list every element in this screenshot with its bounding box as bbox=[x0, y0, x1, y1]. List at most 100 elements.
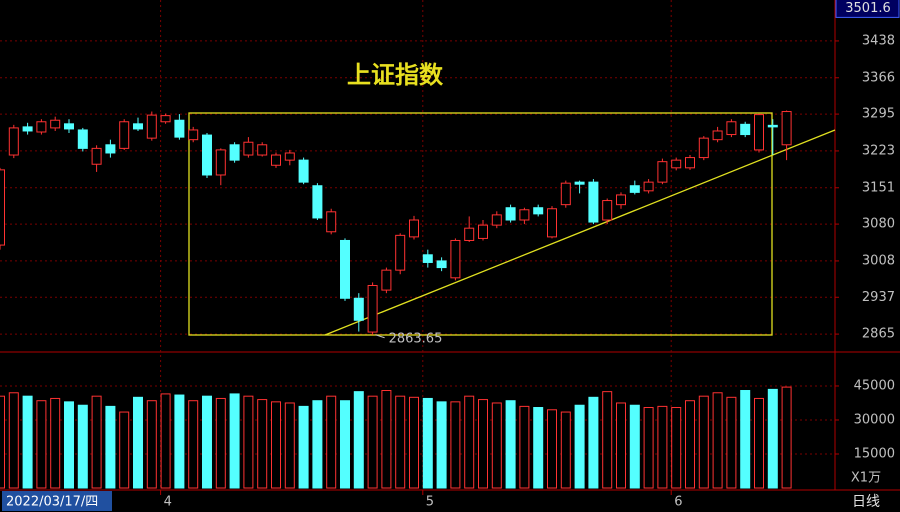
candle-body bbox=[229, 144, 240, 161]
volume-bar bbox=[588, 396, 599, 489]
volume-bar bbox=[726, 396, 737, 489]
volume-bar bbox=[243, 395, 254, 489]
candle-body bbox=[77, 129, 88, 149]
y-tick-label: 3008 bbox=[862, 253, 895, 268]
volume-bar bbox=[160, 393, 171, 489]
low-label: 2863.65 bbox=[389, 331, 443, 346]
volume-bar bbox=[202, 395, 212, 489]
candle-body bbox=[298, 159, 309, 183]
date-box bbox=[2, 491, 112, 511]
volume-bar bbox=[0, 395, 5, 489]
volume-unit: X1万 bbox=[851, 471, 881, 486]
y-tick-label: 3080 bbox=[862, 217, 895, 232]
volume-bar bbox=[381, 390, 392, 489]
volume-bar bbox=[643, 407, 654, 489]
candle-body bbox=[188, 129, 199, 141]
volume-bar bbox=[312, 400, 323, 489]
volume-bar bbox=[353, 391, 364, 489]
candle-body bbox=[381, 269, 392, 291]
candle-body bbox=[409, 219, 419, 238]
y-tick-label: 15000 bbox=[854, 446, 895, 461]
volume-bar bbox=[685, 400, 695, 489]
candle-body bbox=[657, 161, 668, 183]
volume-bar bbox=[450, 401, 461, 489]
candle-body bbox=[740, 123, 751, 136]
volume-bar bbox=[754, 397, 764, 489]
volume-bar bbox=[712, 392, 723, 489]
volume-bar bbox=[740, 390, 751, 489]
y-tick-label: 2937 bbox=[862, 290, 895, 305]
candle-body bbox=[119, 121, 130, 149]
volume-bar bbox=[105, 405, 116, 489]
candle-body bbox=[353, 297, 364, 321]
candle-body bbox=[643, 181, 654, 192]
candle-body bbox=[726, 121, 737, 136]
y-tick-label: 45000 bbox=[854, 378, 895, 393]
y-tick-label: 3366 bbox=[862, 70, 895, 85]
volume-bar bbox=[698, 395, 709, 489]
y-tick-label: 2865 bbox=[862, 327, 895, 342]
candle-body bbox=[450, 239, 461, 279]
volume-bar bbox=[657, 405, 668, 489]
candle-body bbox=[271, 154, 281, 166]
x-tick-label: 5 bbox=[426, 495, 434, 510]
volume-bar bbox=[602, 391, 613, 489]
volume-bar bbox=[409, 396, 419, 489]
candle-body bbox=[422, 254, 433, 263]
volume-bar bbox=[781, 386, 792, 489]
candle-body bbox=[519, 209, 530, 221]
candle-body bbox=[50, 119, 61, 129]
volume-bar bbox=[257, 399, 268, 489]
candle-body bbox=[505, 207, 516, 221]
period-label: 日线 bbox=[852, 494, 880, 510]
candle-body bbox=[0, 169, 5, 246]
candle-body bbox=[629, 185, 640, 193]
volume-bar bbox=[616, 402, 626, 489]
volume-bar bbox=[533, 407, 544, 489]
candle-body bbox=[491, 214, 502, 226]
volume-bar bbox=[174, 394, 185, 489]
candle-body bbox=[243, 141, 254, 156]
y-tick-label: 3223 bbox=[862, 143, 895, 158]
candle-body bbox=[767, 124, 778, 128]
y-tick-label: 3151 bbox=[862, 180, 895, 195]
candle-body bbox=[340, 239, 350, 299]
x-tick-label: 6 bbox=[674, 495, 682, 510]
trend-line bbox=[324, 129, 836, 336]
volume-bar bbox=[629, 404, 640, 489]
candle-body bbox=[464, 227, 475, 241]
volume-bar bbox=[146, 400, 157, 489]
candle-body bbox=[574, 181, 585, 185]
candle-body bbox=[685, 157, 695, 169]
candle-body bbox=[698, 137, 709, 159]
volume-bar bbox=[464, 395, 475, 489]
candle-body bbox=[560, 182, 571, 206]
y-tick-label: 30000 bbox=[854, 412, 895, 427]
volume-bar bbox=[519, 405, 530, 489]
volume-bar bbox=[119, 411, 130, 489]
volume-bar bbox=[64, 401, 74, 489]
volume-bar bbox=[188, 400, 199, 489]
volume-bar bbox=[422, 397, 433, 489]
candle-body bbox=[284, 152, 295, 161]
candle-body bbox=[8, 127, 19, 156]
volume-bar bbox=[91, 395, 102, 489]
volume-bar bbox=[284, 402, 295, 489]
chart-title: 上证指数 bbox=[347, 61, 444, 89]
cursor-price: 3501.6 bbox=[845, 1, 891, 16]
candle-body bbox=[754, 114, 764, 151]
volume-bar bbox=[560, 411, 571, 489]
candle-body bbox=[533, 207, 544, 215]
volume-bar bbox=[367, 395, 378, 489]
volume-bar bbox=[491, 402, 502, 489]
candle-body bbox=[367, 284, 378, 333]
candle-body bbox=[64, 123, 74, 130]
volume-bar bbox=[271, 401, 281, 489]
candle-body bbox=[215, 149, 226, 176]
low-pointer bbox=[375, 334, 385, 339]
volume-bar bbox=[395, 395, 406, 489]
candle-body bbox=[781, 111, 792, 146]
cursor-price-box bbox=[835, 0, 900, 18]
candle-body bbox=[602, 200, 613, 221]
